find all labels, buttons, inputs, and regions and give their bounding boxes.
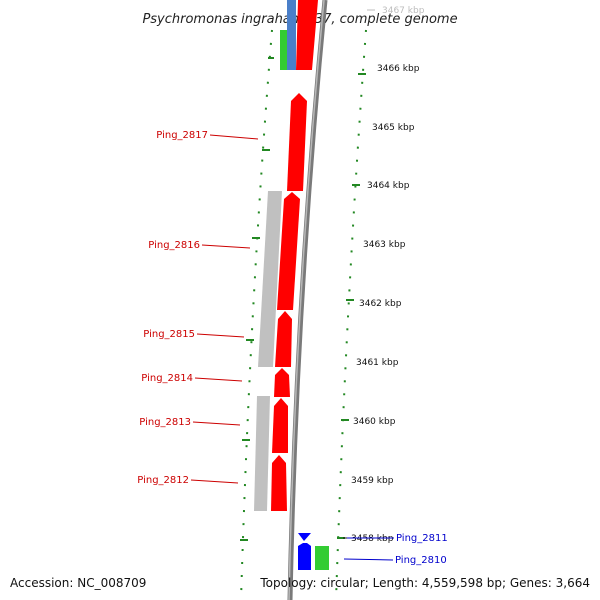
tick-label-3467: 3467 kbp [382, 6, 425, 16]
gene-reverse-1 [258, 191, 282, 367]
tick-label-3458: 3458 kbp [351, 534, 394, 544]
gene-label-ping-2815[interactable]: Ping_2815 [143, 329, 195, 340]
tick-label-3459: 3459 kbp [351, 476, 394, 486]
gene-ping-2817 [287, 93, 307, 191]
gene-label-ping-2811[interactable]: Ping_2811 [396, 533, 448, 544]
tick-label-3461: 3461 kbp [356, 358, 399, 368]
tick-label-3460: 3460 kbp [353, 417, 396, 427]
gene-ping-2811 [298, 533, 311, 541]
gene-ping-2813 [272, 398, 288, 453]
tick-label-3465: 3465 kbp [372, 123, 415, 133]
tick-label-3464: 3464 kbp [367, 181, 410, 191]
gene-ping-2810-blue [298, 543, 311, 570]
gene-ping-2814 [274, 368, 290, 397]
gene-red-top [296, 0, 318, 70]
accession-text: Accession: NC_008709 [10, 576, 146, 590]
gene-ping-2810-green [315, 546, 329, 570]
gene-label-ping-2817[interactable]: Ping_2817 [156, 130, 208, 141]
gene-label-ping-2816[interactable]: Ping_2816 [148, 240, 200, 251]
tick-label-3466: 3466 kbp [377, 64, 420, 74]
gene-ping-2815 [275, 311, 292, 367]
gene-label-ping-2814[interactable]: Ping_2814 [141, 373, 193, 384]
gene-label-leaders [190, 134, 394, 561]
gene-label-ping-2810[interactable]: Ping_2810 [395, 555, 447, 566]
gc-track-outer [335, 29, 367, 600]
gene-reverse-2 [254, 396, 270, 511]
tick-label-3462: 3462 kbp [359, 299, 402, 309]
gene-blue-top [287, 0, 296, 70]
gene-label-ping-2813[interactable]: Ping_2813 [139, 417, 191, 428]
tick-label-3463: 3463 kbp [363, 240, 406, 250]
topology-text: Topology: circular; Length: 4,559,598 bp… [259, 576, 590, 590]
gene-label-ping-2812[interactable]: Ping_2812 [137, 475, 189, 486]
gene-ping-2812 [271, 455, 287, 511]
gene-ping-2816 [277, 192, 300, 310]
gene-green-top [280, 30, 290, 70]
genome-backbone [287, 0, 328, 600]
genome-backbone-highlight [288, 0, 325, 600]
